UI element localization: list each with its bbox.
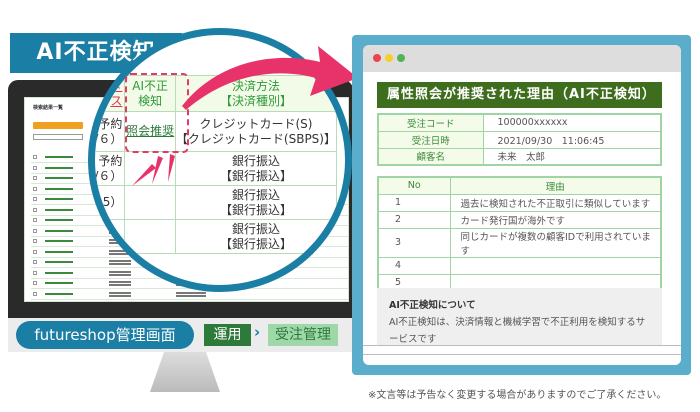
- row-checkbox[interactable]: [33, 228, 37, 233]
- admin-label: futureshop管理画面: [16, 321, 194, 349]
- order-code-link[interactable]: [45, 198, 73, 200]
- inquiry-recommended-link[interactable]: 照会推奨: [126, 124, 175, 138]
- breadcrumb-order-management: 受注管理: [268, 324, 338, 346]
- status-header: ータス: [98, 78, 123, 108]
- order-code-link[interactable]: [45, 240, 73, 242]
- payment-header: 決済方法 【決済種別】: [174, 75, 338, 112]
- reasons-table: No 理由 1 過去に検知された不正取引に類似しています 2 カード発行国が海外です …: [377, 176, 662, 292]
- row-checkbox[interactable]: [33, 186, 37, 191]
- row-checkbox[interactable]: [33, 239, 37, 243]
- order-code-link[interactable]: [45, 156, 73, 158]
- table-row: 銀行振込 【銀行振込】: [95, 219, 338, 254]
- row-checkbox[interactable]: [33, 270, 37, 275]
- row-checkbox[interactable]: [33, 197, 37, 201]
- magnified-table: ータス AI不正 検知 決済方法 【決済種別】 予約 /６） 照会推奨 クレジットカ…: [95, 75, 338, 254]
- row-checkbox[interactable]: [33, 218, 37, 222]
- breadcrumb-operation: 運用: [204, 324, 251, 346]
- arrow-icon: [182, 46, 358, 110]
- order-code-link[interactable]: [45, 208, 73, 211]
- about-box: AI不正検知について AI不正検知は、決済情報と機械学習で不正利用を検知するサー…: [377, 288, 662, 348]
- order-code-link[interactable]: [45, 219, 73, 221]
- row-checkbox[interactable]: [33, 155, 37, 159]
- order-code-link[interactable]: [45, 292, 73, 295]
- row-checkbox[interactable]: [33, 176, 37, 180]
- minimize-dot-icon[interactable]: [385, 54, 393, 62]
- window-titlebar: [363, 45, 681, 72]
- panel-heading: 属性照会が推奨された理由（AI不正検知）: [377, 82, 662, 108]
- order-code-link[interactable]: [45, 229, 73, 232]
- about-text: AI不正検知は、決済情報と機械学習で不正利用を検知するサービスです: [389, 317, 646, 345]
- footnote: ※文言等は予告なく変更する場合がありますのでご了承ください。: [368, 390, 667, 401]
- table-row: 4: [377, 256, 662, 275]
- row-checkbox[interactable]: [33, 207, 37, 212]
- maximize-dot-icon[interactable]: [397, 54, 405, 62]
- table-row: 3 同じカードが複数の顧客IDで利用されています: [377, 227, 662, 258]
- row-checkbox[interactable]: [33, 260, 37, 264]
- cut-line: [363, 345, 681, 355]
- table-row: 2 カード発行国が海外です: [377, 210, 662, 229]
- magnifier-lens: ータス AI不正 検知 決済方法 【決済種別】 予約 /６） 照会推奨 クレジットカ…: [88, 28, 352, 292]
- table-row: 5） 銀行振込 【銀行振込】: [95, 185, 338, 220]
- row-checkbox[interactable]: [33, 249, 37, 254]
- table-row: [31, 290, 348, 300]
- mail-select[interactable]: [33, 134, 83, 140]
- table-row: 1 過去に検知された不正取引に類似しています: [377, 193, 662, 212]
- order-code-link[interactable]: [45, 250, 73, 253]
- order-code-link[interactable]: [45, 261, 73, 263]
- monitor-stand: [150, 352, 220, 392]
- order-code-link[interactable]: [45, 187, 73, 190]
- order-code-link[interactable]: [45, 271, 73, 274]
- highlight-box: [125, 73, 189, 153]
- order-code-link[interactable]: [45, 166, 73, 169]
- order-code-link[interactable]: [45, 282, 73, 284]
- chevron-right-icon: ›: [254, 323, 261, 341]
- about-title: AI不正検知について: [389, 300, 476, 311]
- close-dot-icon[interactable]: [373, 54, 381, 62]
- order-button[interactable]: [33, 122, 83, 129]
- row-checkbox[interactable]: [33, 165, 37, 170]
- order-info-table: 受注コード 100000xxxxxx 受注日時 2021/09/30 11:06:4…: [377, 113, 662, 166]
- row-checkbox[interactable]: [33, 281, 37, 285]
- emphasis-rays-icon: [132, 154, 175, 186]
- table-row: 予約 /６） 銀行振込 【銀行振込】: [95, 151, 338, 186]
- screen-title: 検索結果一覧: [33, 105, 64, 111]
- table-row: 予約 /６） 照会推奨 クレジットカード(S) 【クレジットカード(SBPS)】: [95, 111, 338, 152]
- row-checkbox[interactable]: [33, 291, 37, 296]
- order-code-link[interactable]: [45, 177, 73, 179]
- reason-window: 属性照会が推奨された理由（AI不正検知） 受注コード 100000xxxxxx 受…: [363, 45, 681, 365]
